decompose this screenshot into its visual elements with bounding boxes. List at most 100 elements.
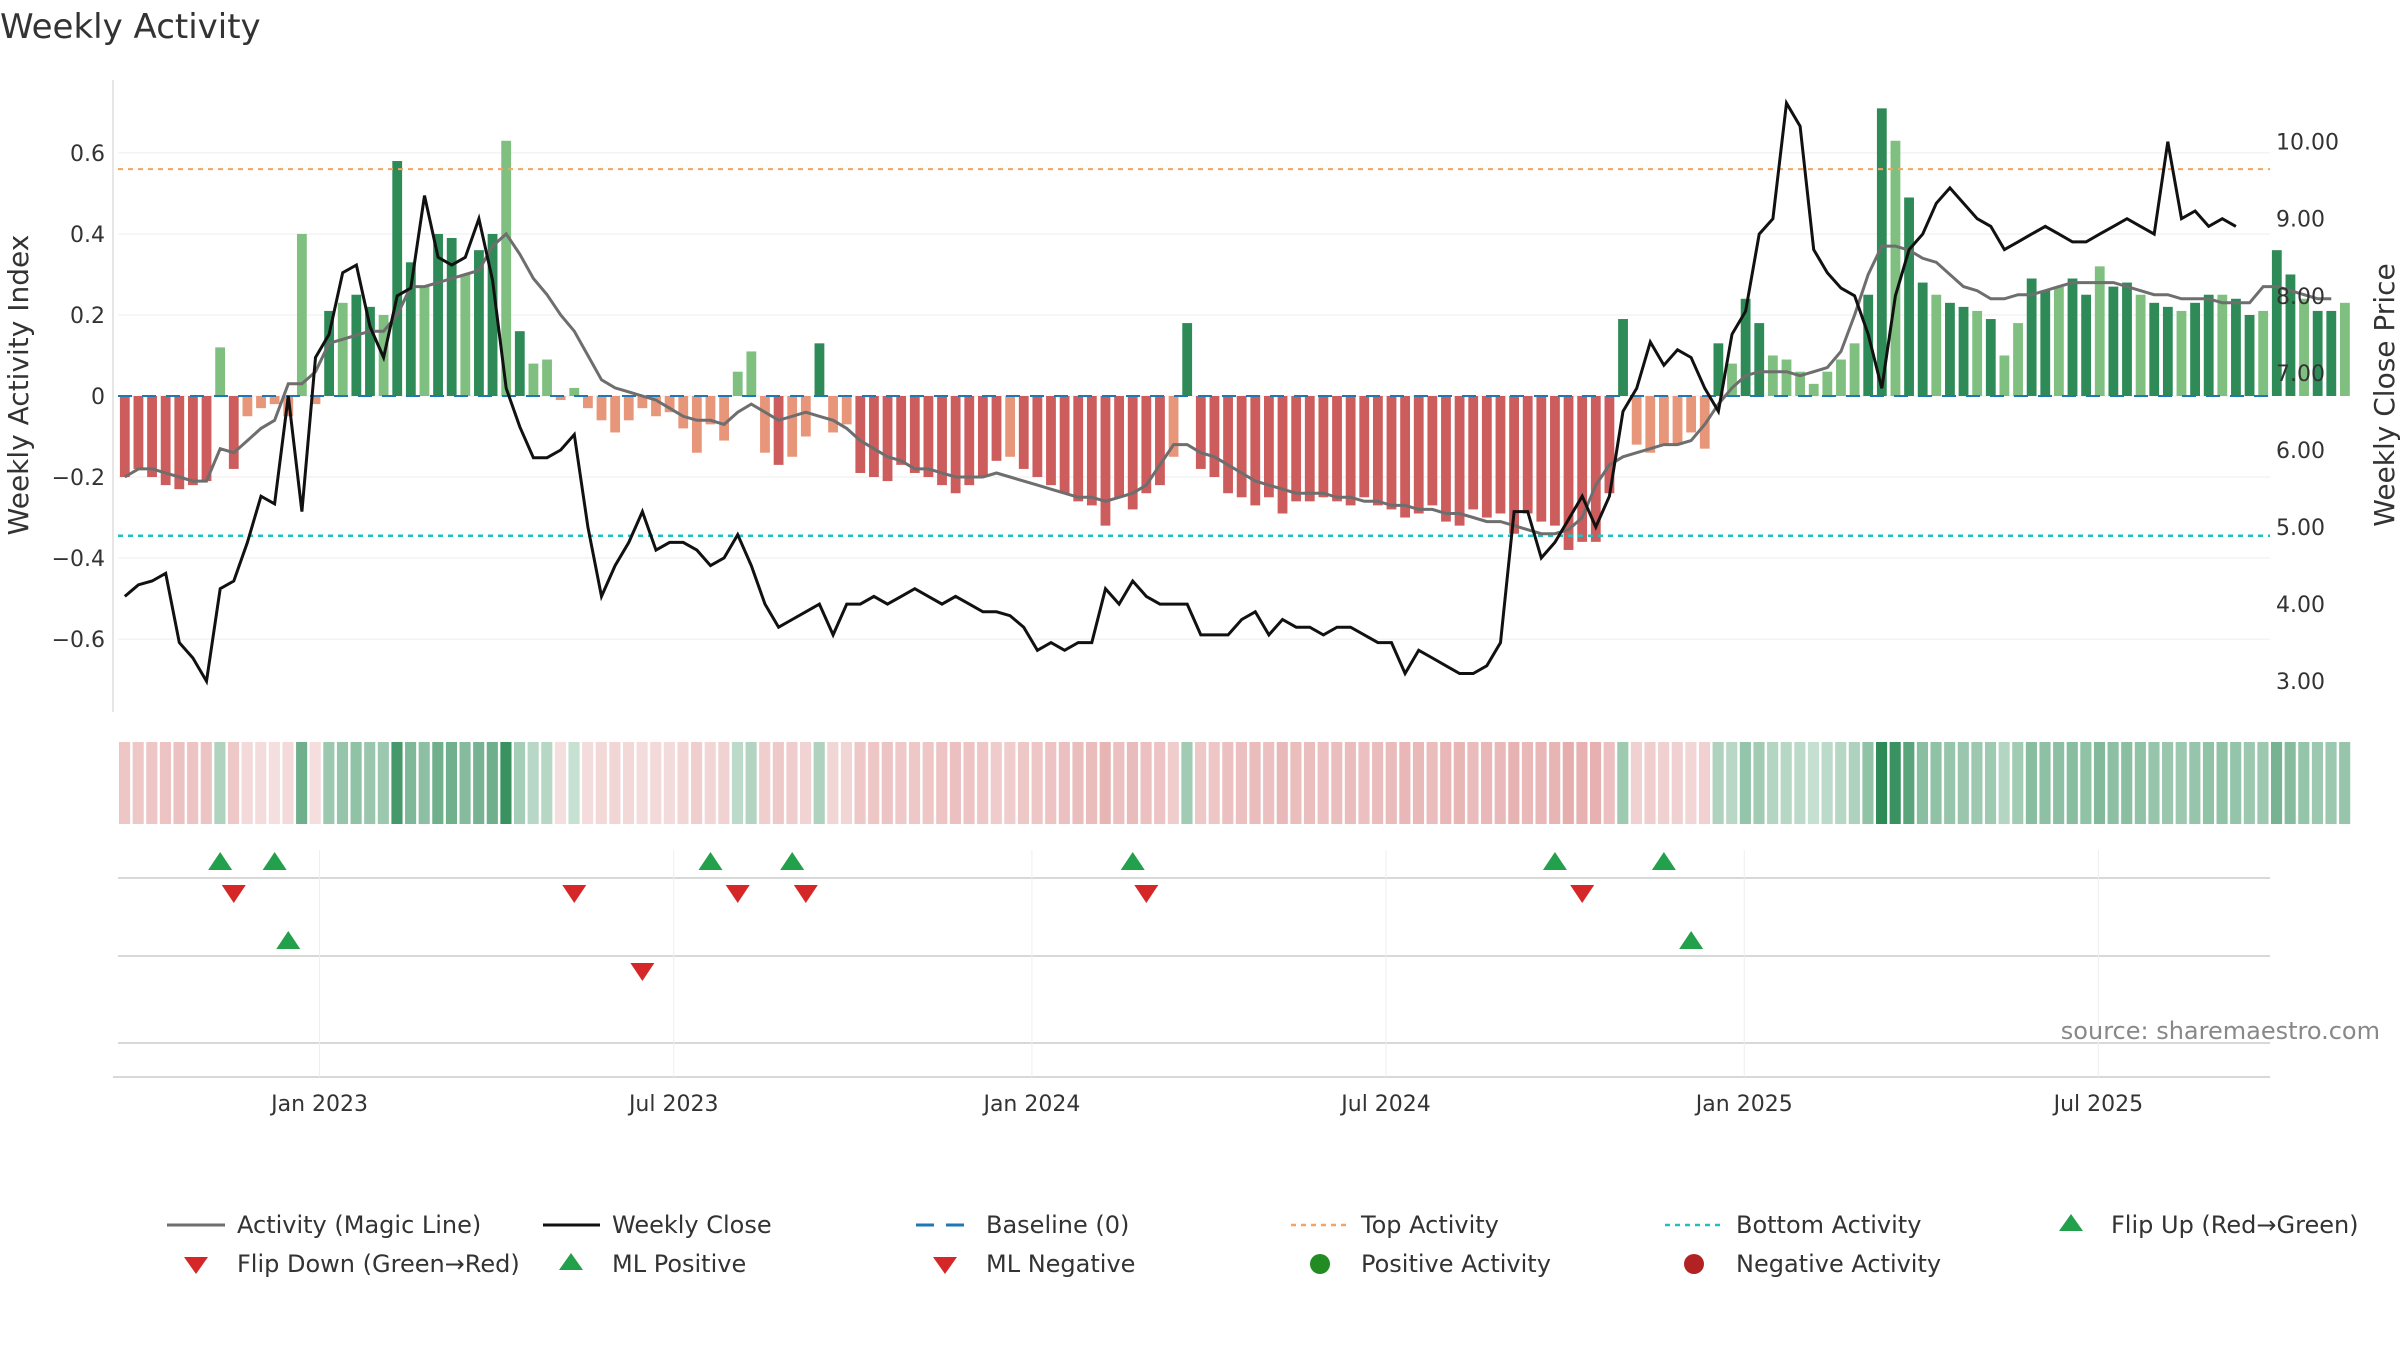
right-tick-label: 7.00 — [2276, 362, 2325, 387]
activity-bar — [174, 396, 185, 490]
activity-bar — [1481, 396, 1492, 518]
heat-cell — [486, 742, 498, 824]
activity-bar — [1563, 396, 1574, 550]
heat-cell — [936, 742, 948, 824]
activity-bar — [1114, 396, 1124, 498]
x-tick-label: Jul 2024 — [1339, 1092, 1431, 1117]
right-tick-label: 8.00 — [2276, 285, 2325, 310]
x-tick-label: Jan 2023 — [269, 1092, 368, 1117]
heat-cell — [1058, 742, 1070, 824]
activity-bar — [2271, 250, 2282, 396]
heat-cell — [527, 742, 539, 824]
heat-cell — [1004, 742, 1016, 824]
circle-icon — [1684, 1254, 1704, 1274]
heat-cell — [1780, 742, 1792, 824]
heat-cell — [2134, 742, 2146, 824]
flip-down-marker — [793, 885, 818, 903]
heat-cell — [282, 742, 294, 824]
activity-bar — [1917, 282, 1928, 396]
triangle-down-icon — [184, 1257, 208, 1274]
activity-bar — [160, 396, 171, 486]
heat-cell — [1998, 742, 2010, 824]
heat-cell — [1644, 742, 1656, 824]
heat-cell — [132, 742, 144, 824]
heat-cell — [296, 742, 308, 824]
heat-cell — [2121, 742, 2133, 824]
heat-cell — [1467, 742, 1479, 824]
heat-cell — [500, 742, 512, 824]
heat-cell — [364, 742, 376, 824]
heat-cell — [2162, 742, 2174, 824]
heat-cell — [663, 742, 675, 824]
heat-cell — [1195, 742, 1207, 824]
heat-cell — [1767, 742, 1779, 824]
heat-cell — [1372, 742, 1384, 824]
activity-bar — [1441, 396, 1451, 522]
activity-bar — [1631, 396, 1642, 445]
heat-cell — [1263, 742, 1275, 824]
activity-bar — [1590, 396, 1601, 542]
heat-cell — [1208, 742, 1220, 824]
legend-label: Weekly Close — [612, 1211, 772, 1239]
heat-cell — [2025, 742, 2037, 824]
flip-down-marker — [221, 885, 246, 903]
activity-bar — [623, 396, 634, 421]
chart-title: Weekly Activity — [0, 7, 261, 47]
heat-cell — [949, 742, 961, 824]
heat-cell — [963, 742, 975, 824]
activity-bar — [2040, 290, 2051, 396]
flip-down-marker — [725, 885, 750, 903]
heat-cell — [2284, 742, 2296, 824]
activity-bar — [991, 396, 1002, 461]
right-tick-label: 10.00 — [2276, 131, 2339, 156]
activity-bar — [2013, 323, 2023, 396]
heat-cell — [405, 742, 417, 824]
right-tick-labels: 10.00 9.00 8.00 7.00 6.00 5.00 4.00 3.00 — [2276, 131, 2339, 696]
activity-bar — [1209, 396, 1220, 478]
activity-bar — [542, 359, 552, 396]
heat-cell — [1876, 742, 1888, 824]
legend-item-ml-negative: ML Negative — [933, 1250, 1135, 1278]
heat-cell — [1508, 742, 1520, 824]
heat-cell — [2339, 742, 2351, 824]
x-tick-label: Jul 2025 — [2052, 1092, 2144, 1117]
heat-cell — [1794, 742, 1806, 824]
heat-cell — [1303, 742, 1316, 824]
activity-bar — [1672, 396, 1683, 445]
activity-bar — [2149, 302, 2160, 396]
heat-cell — [2257, 742, 2269, 824]
activity-bar — [1781, 359, 1792, 396]
right-tick-label: 6.00 — [2276, 439, 2325, 464]
heat-cell — [718, 742, 730, 824]
activity-bar — [1931, 294, 1942, 396]
activity-heat-strip — [119, 742, 2351, 824]
activity-bar — [501, 140, 512, 396]
heat-cell — [868, 742, 880, 824]
activity-bar — [1304, 396, 1315, 502]
heat-cell — [1235, 742, 1247, 824]
activity-bar — [691, 396, 702, 453]
heat-cell — [977, 742, 989, 824]
activity-bar — [950, 396, 961, 494]
legend-label: Top Activity — [1360, 1211, 1499, 1239]
activity-bar — [1372, 396, 1383, 506]
activity-bar — [896, 396, 907, 465]
activity-bar — [719, 396, 730, 441]
heat-cell — [159, 742, 171, 824]
activity-bar — [651, 396, 661, 417]
activity-bar — [664, 396, 675, 413]
heat-cell — [1072, 742, 1084, 824]
activity-bar — [2203, 294, 2214, 396]
activity-bar — [2258, 310, 2269, 396]
heat-cell — [1535, 742, 1547, 824]
heat-cell — [1930, 742, 1942, 824]
activity-bar — [1958, 306, 1969, 396]
activity-bar — [2067, 278, 2078, 396]
activity-bar — [1727, 363, 1737, 396]
activity-bar — [1155, 396, 1165, 486]
activity-bar — [1658, 396, 1669, 445]
activity-bar — [1318, 396, 1329, 498]
heat-cell — [350, 742, 362, 824]
flip-up-marker — [1542, 852, 1567, 870]
heat-cell — [1821, 742, 1833, 824]
